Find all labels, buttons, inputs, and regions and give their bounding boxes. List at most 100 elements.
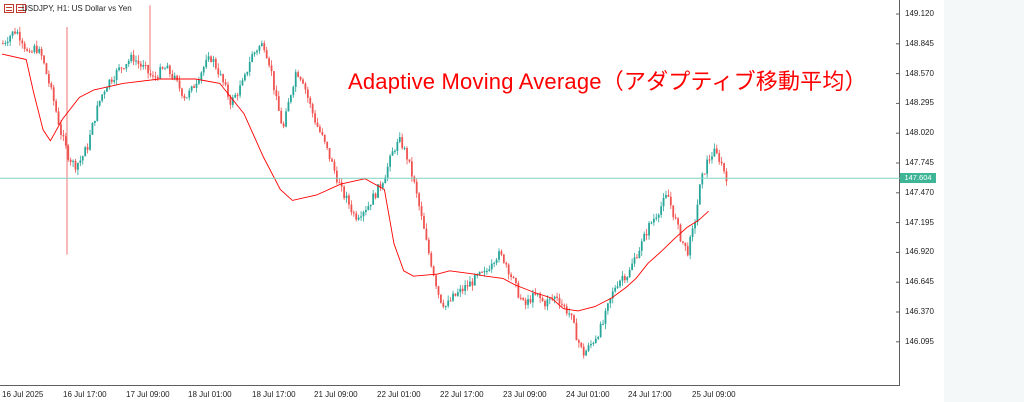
candle-body [365,210,367,212]
candle-body [343,186,346,199]
candle-body [454,293,457,296]
price-axis[interactable]: 149.120 148.845 148.570 148.295 148.020 147.7… [900,0,944,386]
candle-body [188,90,191,98]
candle-body [384,177,387,184]
candle-body [556,296,558,298]
candle-body [369,204,372,207]
candle-body [171,73,174,79]
candle-body [689,236,692,256]
candle-body [599,323,602,337]
candle-body [239,85,241,96]
candle-body [256,50,258,53]
candle-body [498,251,500,260]
candle-body [401,137,404,149]
candle-body [701,173,704,185]
candle-body [2,43,4,45]
candle-body [638,250,641,258]
candle-body [657,214,660,218]
candle-body [672,205,675,218]
candle-body [510,274,512,277]
candle-body [420,206,423,217]
candle-body [643,233,646,242]
time-tick-label: 24 Jul 01:00 [566,390,610,399]
candle-body [302,79,304,84]
candle-body [367,206,370,211]
candle-body [28,50,31,52]
candle-body [723,163,725,172]
price-tick-label: 146.095 [905,336,934,346]
candle-body [149,73,152,76]
candle-body [246,71,249,75]
time-tick-label: 23 Jul 09:00 [503,390,547,399]
candle-body [84,147,87,157]
candle-body [435,275,437,287]
candle-body [640,241,643,251]
candle-body [47,74,50,84]
indicator-icon[interactable] [16,4,26,13]
candle-body [437,286,440,295]
candle-body [633,257,636,264]
ama-line [1,53,709,312]
candle-body [621,276,624,281]
candle-body [4,42,7,44]
candle-body [490,263,493,270]
candle-body [219,74,222,76]
candle-body [333,161,336,171]
candle-body [229,96,232,105]
current-price-tag: 147.604 [900,173,936,184]
candle-body [265,50,268,59]
candle-body [81,156,84,161]
candle-body [45,63,48,75]
candle-body [289,95,292,102]
candle-body [348,195,350,205]
candle-body [403,148,406,150]
candle-body [703,173,706,175]
candle-body [164,68,166,70]
candle-body [35,45,38,53]
candle-body [79,160,82,163]
candle-body [449,300,452,302]
time-axis[interactable]: 16 Jul 2025 16 Jul 17:00 17 Jul 09:00 18 Ju… [0,386,944,402]
candle-body [418,193,421,207]
candle-body [40,48,43,56]
candle-body [176,75,179,81]
candle-body [297,72,300,77]
candle-body [93,120,96,124]
candle-body [478,271,481,275]
price-tick-label: 147.470 [905,187,934,197]
candle-body [275,90,278,97]
candle-body [611,291,614,299]
candle-body [357,217,360,220]
candle-body [691,228,694,237]
candle-body [86,147,89,150]
candle-body [16,31,19,34]
candle-body [115,70,118,80]
symbol-title: USDJPY, H1: US Dollar vs Yen [22,4,132,13]
candle-body [561,303,563,305]
candle-body [355,213,358,220]
candle-body [263,43,266,51]
candle-body [251,54,254,63]
candle-body [26,48,28,51]
candle-body [529,299,532,303]
candle-body [244,74,246,81]
chart-icon[interactable] [4,4,14,13]
candle-body [686,246,689,256]
candle-body [374,193,377,198]
candle-body [294,72,297,87]
candle-body [558,297,561,304]
candle-body [461,288,464,292]
candle-body [648,223,650,236]
candle-body [74,160,77,170]
candle-body [193,86,195,88]
candle-body [507,264,510,275]
candle-body [524,299,527,305]
time-tick-label: 17 Jul 09:00 [126,390,170,399]
right-background [944,0,1024,402]
candle-body [536,293,539,295]
candle-body [669,196,672,206]
candle-body [604,310,607,324]
candle-body [517,283,520,298]
candle-body [534,293,537,295]
candle-body [488,269,491,271]
